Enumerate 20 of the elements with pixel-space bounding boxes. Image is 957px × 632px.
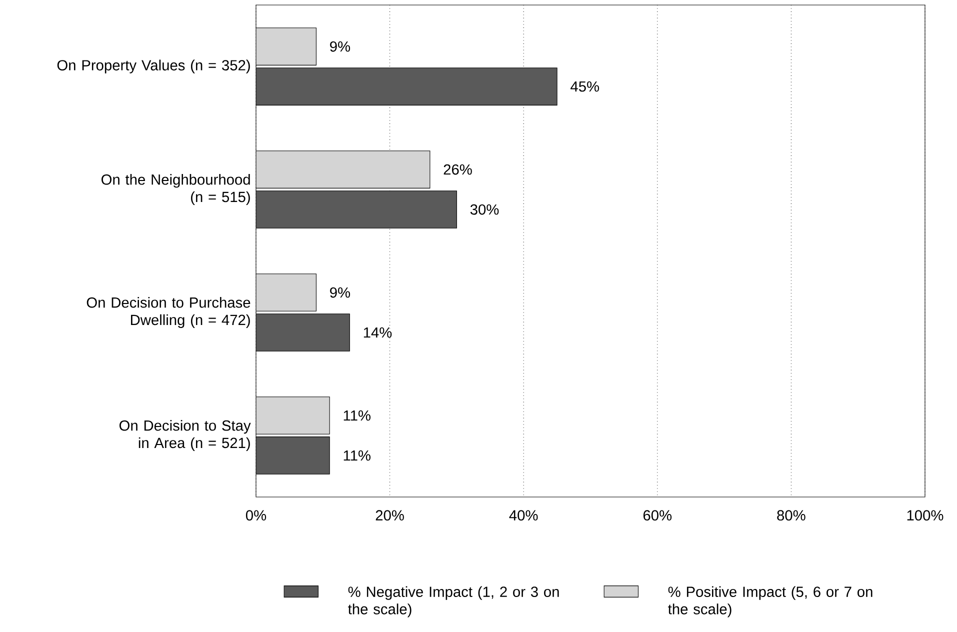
data-label: 30%	[470, 204, 499, 215]
x-tick-label: 20%	[376, 510, 404, 521]
x-tick-label: 40%	[509, 510, 538, 521]
y-tick-label: On the Neighbourhood (n = 515)	[102, 174, 250, 205]
data-label: 9%	[330, 287, 350, 298]
data-label: 26%	[444, 164, 472, 175]
y-tick-label: On Decision to Purchase Dwelling (n = 472)	[86, 297, 250, 328]
x-tick-label: 60%	[643, 510, 672, 521]
y-tick-label: On Property Values (n = 352)	[57, 60, 250, 74]
x-tick-label: 100%	[907, 510, 944, 521]
x-tick-label: 0%	[246, 510, 266, 521]
y-tick-label: On Decision to Stay in Area (n = 521)	[119, 420, 251, 451]
x-tick-label: 80%	[777, 510, 806, 521]
legend-label: % Negative Impact (1, 2 or 3 on the scale)	[348, 586, 559, 618]
legend-label: % Positive Impact (5, 6 or 7 on the scale)	[668, 586, 872, 618]
data-label: 11%	[344, 410, 370, 421]
data-label: 9%	[330, 41, 350, 52]
data-label: 11%	[344, 450, 370, 461]
data-label: 45%	[570, 81, 600, 92]
data-label: 14%	[364, 327, 392, 338]
